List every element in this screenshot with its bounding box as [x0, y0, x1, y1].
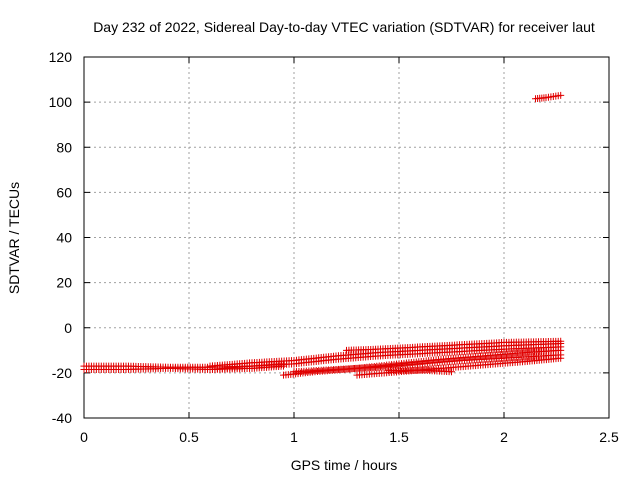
- series-arc-j: [532, 91, 565, 103]
- y-tick-label: -20: [52, 365, 72, 381]
- series-arc-e: [343, 337, 565, 354]
- data-points: [80, 91, 565, 379]
- data-point: [557, 354, 565, 362]
- y-tick-label: 100: [49, 94, 73, 110]
- x-tick-label: 1.5: [389, 429, 409, 445]
- x-tick-labels: 0 0.5 1 1.5 2 2.5: [80, 429, 619, 445]
- x-tick-label: 0.5: [179, 429, 199, 445]
- y-tick-label: 40: [56, 230, 72, 246]
- data-point: [448, 368, 455, 376]
- y-tick-label: 120: [49, 49, 73, 65]
- y-tick-label: -40: [52, 410, 72, 426]
- y-tick-label: 80: [56, 139, 72, 155]
- y-tick-label: 20: [56, 275, 72, 291]
- x-tick-label: 2: [500, 429, 508, 445]
- y-tick-labels: -40 -20 0 20 40 60 80 100 120: [49, 49, 73, 426]
- x-axis-label: GPS time / hours: [291, 457, 398, 473]
- x-tick-label: 1: [290, 429, 298, 445]
- x-tick-label: 2.5: [599, 429, 619, 445]
- y-axis-label: SDTVAR / TECUs: [6, 182, 22, 294]
- data-point: [557, 91, 565, 99]
- y-tick-label: 60: [56, 184, 72, 200]
- data-point: [557, 337, 565, 345]
- axis-ticks: [83, 56, 610, 419]
- chart-title: Day 232 of 2022, Sidereal Day-to-day VTE…: [93, 19, 595, 35]
- y-tick-label: 0: [64, 320, 72, 336]
- x-tick-label: 0: [80, 429, 88, 445]
- series-arc-i: [385, 366, 455, 376]
